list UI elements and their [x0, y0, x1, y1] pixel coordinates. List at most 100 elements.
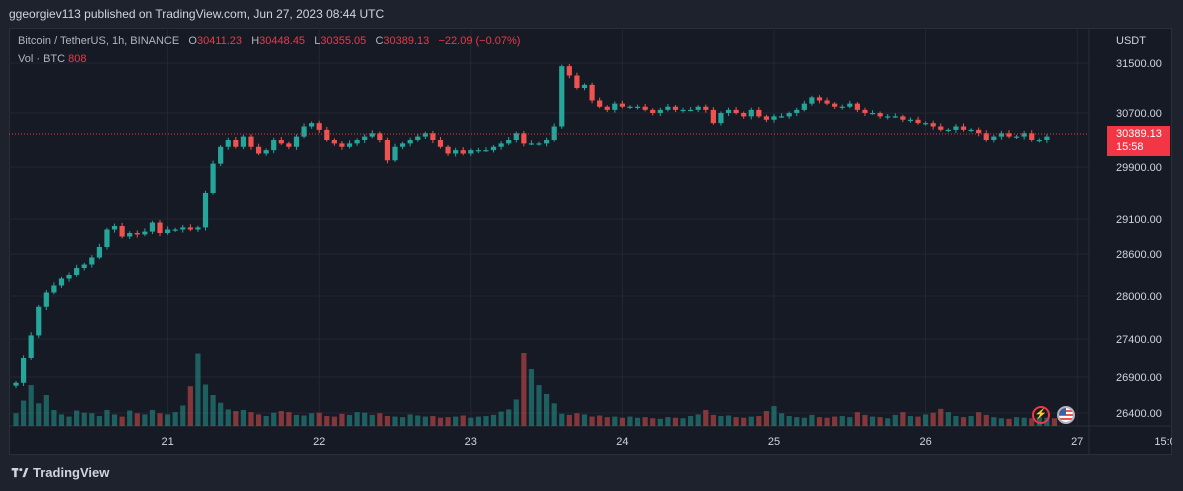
candle-body: [778, 116, 785, 118]
y-tick-label: 29100.00: [1116, 214, 1162, 226]
candle-body: [544, 140, 550, 144]
candle-body: [589, 84, 595, 101]
candle-body: [248, 136, 254, 147]
candle-body: [475, 150, 481, 152]
candle-body: [809, 97, 815, 104]
candle-body: [574, 75, 580, 88]
volume-bar: [748, 416, 754, 426]
candle-body: [657, 109, 663, 113]
candle-body: [559, 66, 565, 127]
candlestick-chart[interactable]: 31500.00 30700.00 29900.00 29100.00 28600.00…: [9, 28, 1172, 455]
volume-bar: [180, 405, 186, 426]
volume-bar: [58, 414, 65, 426]
footer-brand[interactable]: TradingView: [11, 465, 109, 480]
candle-body: [399, 143, 406, 147]
volume-bar: [248, 412, 254, 426]
volume-bar: [566, 414, 572, 426]
candle-body: [51, 285, 57, 293]
candle-body: [627, 106, 633, 108]
volume-bar: [589, 416, 595, 426]
candle-body: [528, 143, 535, 145]
candle-body: [384, 140, 391, 161]
x-tick-label: 15:00: [1154, 436, 1172, 448]
candle-body: [634, 106, 641, 108]
candle-body: [81, 264, 87, 268]
x-tick-label: 23: [465, 436, 477, 448]
volume-bar: [66, 416, 72, 426]
volume-bar: [119, 416, 125, 426]
y-tick-label: 26400.00: [1116, 408, 1162, 420]
candle-body: [293, 136, 300, 147]
candle-body: [278, 140, 284, 144]
price-unit-label[interactable]: USDT: [1116, 35, 1146, 47]
volume-bar: [574, 413, 580, 426]
volume-bar: [233, 411, 239, 426]
volume-bar: [604, 417, 610, 426]
candle-body: [930, 123, 936, 127]
lightning-icon[interactable]: ⚡: [1032, 406, 1050, 424]
candle-body: [362, 136, 368, 140]
candle-body: [741, 113, 747, 117]
volume-bar: [695, 414, 701, 426]
legend-symbol[interactable]: Bitcoin / TetherUS, 1h, BINANCE: [18, 35, 180, 47]
volume-bar: [733, 417, 739, 426]
volume-bar: [96, 416, 102, 426]
candle-body: [407, 140, 413, 144]
chart-legend: Bitcoin / TetherUS, 1h, BINANCE O30411.2…: [18, 35, 520, 47]
volume-bar: [384, 416, 391, 426]
volume-bar: [195, 353, 201, 426]
volume-bar: [89, 413, 95, 426]
candle-body: [597, 100, 603, 107]
candle-body: [180, 227, 186, 230]
candle-body: [1044, 136, 1050, 140]
candle-body: [619, 103, 625, 107]
publisher-line: ggeorgiev113 published on TradingView.co…: [9, 7, 385, 21]
us-flag-icon[interactable]: [1057, 406, 1075, 424]
candle-body: [96, 247, 102, 258]
volume-bar: [968, 416, 974, 426]
candle-body: [839, 106, 845, 108]
volume-bar: [28, 385, 34, 426]
volume-bar: [885, 418, 891, 426]
candle-body: [453, 150, 459, 154]
candle-body: [415, 136, 421, 140]
x-tick-label: 27: [1071, 436, 1083, 448]
last-price-tag: 30389.13 15:58: [1107, 126, 1170, 156]
candle-body: [460, 150, 466, 154]
tradingview-logo-icon: [11, 467, 29, 477]
volume-bar: [437, 417, 444, 426]
x-tick-label: 26: [919, 436, 931, 448]
volume-bar: [111, 414, 118, 426]
volume-bar: [801, 417, 807, 426]
candle-body: [66, 275, 72, 279]
volume-bar: [915, 416, 921, 426]
volume-label[interactable]: Vol · BTC: [18, 53, 66, 65]
volume-bar: [43, 395, 49, 426]
volume-bar: [301, 415, 307, 426]
volume-bar: [854, 412, 860, 426]
volume-bar: [718, 416, 724, 426]
volume-bar: [976, 412, 982, 426]
volume-bar: [127, 410, 133, 426]
volume-bar: [407, 414, 413, 426]
volume-bar: [657, 418, 663, 426]
volume-bar: [354, 412, 360, 426]
volume-bar: [756, 416, 762, 426]
volume-bar: [490, 414, 497, 426]
volume-bar: [513, 399, 519, 426]
legend-high-value: 30448.45: [259, 35, 306, 47]
volume-bar: [923, 414, 929, 426]
volume-bar: [399, 417, 406, 426]
bar-countdown: 15:58: [1116, 141, 1144, 153]
volume-bar: [278, 411, 284, 426]
volume-bar: [20, 400, 27, 426]
legend-high-label: H: [251, 35, 260, 47]
volume-bar: [165, 414, 171, 426]
volume-bar: [877, 417, 883, 426]
candle-body: [43, 292, 49, 307]
volume-bar: [945, 412, 951, 426]
candle-body: [688, 109, 694, 112]
volume-bar: [930, 412, 936, 426]
candle-body: [1013, 136, 1020, 138]
volume-bar: [703, 409, 709, 426]
